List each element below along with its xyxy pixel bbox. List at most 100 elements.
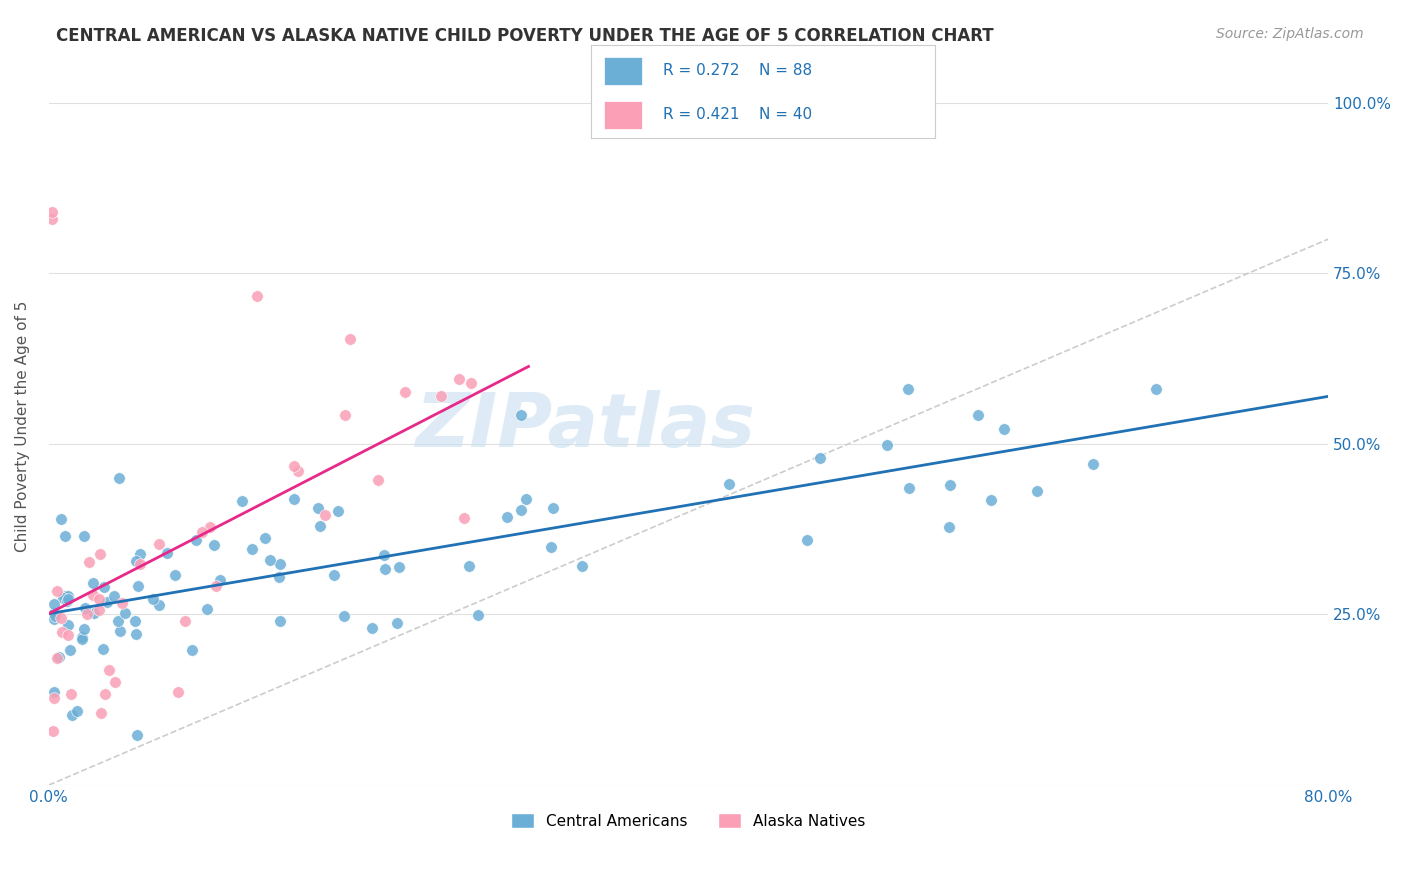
- Point: [186, 533, 208, 547]
- Point: [876, 438, 898, 452]
- Point: [94, 687, 117, 701]
- Point: [83, 606, 105, 620]
- Point: [108, 624, 131, 638]
- Point: [77, 555, 100, 569]
- Point: [374, 561, 396, 575]
- Point: [51, 624, 73, 639]
- Point: [515, 492, 537, 507]
- Point: [269, 614, 291, 628]
- Point: [267, 570, 290, 584]
- Point: [51, 512, 73, 526]
- Point: [388, 560, 411, 574]
- Point: [1083, 457, 1105, 471]
- Point: [89, 603, 111, 617]
- Point: [124, 615, 146, 629]
- Point: [42, 690, 65, 705]
- Point: [453, 510, 475, 524]
- Point: [56, 627, 79, 641]
- Point: [108, 471, 131, 485]
- Point: [191, 524, 214, 539]
- Point: [82, 576, 104, 591]
- Point: [91, 641, 114, 656]
- Point: [70, 630, 93, 644]
- Point: [460, 376, 482, 390]
- Point: [148, 598, 170, 612]
- Point: [200, 520, 222, 534]
- Point: [253, 531, 276, 545]
- Point: [125, 553, 148, 567]
- Point: [394, 385, 416, 400]
- Point: [87, 591, 110, 606]
- Point: [53, 589, 76, 603]
- Point: [509, 502, 531, 516]
- Point: [1025, 484, 1047, 499]
- Point: [48, 650, 70, 665]
- Point: [58, 589, 80, 603]
- Point: [430, 389, 453, 403]
- Point: [165, 568, 187, 582]
- Point: [89, 547, 111, 561]
- Text: Source: ZipAtlas.com: Source: ZipAtlas.com: [1216, 27, 1364, 41]
- Point: [540, 540, 562, 554]
- Point: [125, 627, 148, 641]
- Point: [205, 579, 228, 593]
- FancyBboxPatch shape: [605, 101, 643, 129]
- Point: [72, 528, 94, 542]
- Point: [66, 704, 89, 718]
- Point: [571, 559, 593, 574]
- Text: CENTRAL AMERICAN VS ALASKA NATIVE CHILD POVERTY UNDER THE AGE OF 5 CORRELATION C: CENTRAL AMERICAN VS ALASKA NATIVE CHILD …: [56, 27, 994, 45]
- Point: [82, 588, 104, 602]
- Point: [93, 580, 115, 594]
- Point: [148, 537, 170, 551]
- Point: [467, 607, 489, 622]
- Y-axis label: Child Poverty Under the Age of 5: Child Poverty Under the Age of 5: [15, 301, 30, 552]
- Point: [307, 500, 329, 515]
- Point: [718, 476, 741, 491]
- Point: [104, 675, 127, 690]
- Point: [195, 602, 218, 616]
- Point: [90, 706, 112, 720]
- Point: [114, 606, 136, 620]
- Point: [283, 458, 305, 473]
- Point: [447, 372, 470, 386]
- Point: [42, 685, 65, 699]
- Point: [103, 590, 125, 604]
- Legend: Central Americans, Alaska Natives: Central Americans, Alaska Natives: [505, 806, 872, 835]
- Point: [59, 642, 82, 657]
- Point: [167, 684, 190, 698]
- Point: [53, 529, 76, 543]
- Point: [246, 289, 269, 303]
- Point: [59, 687, 82, 701]
- Point: [967, 408, 990, 422]
- Point: [52, 591, 75, 606]
- Point: [314, 508, 336, 522]
- Point: [46, 650, 69, 665]
- Point: [111, 596, 134, 610]
- Point: [496, 510, 519, 524]
- Point: [156, 546, 179, 560]
- Point: [373, 549, 395, 563]
- Point: [125, 728, 148, 742]
- Point: [42, 606, 65, 620]
- Point: [41, 211, 63, 226]
- Point: [333, 608, 356, 623]
- Point: [44, 612, 66, 626]
- Point: [209, 574, 232, 588]
- Point: [49, 611, 72, 625]
- Point: [541, 500, 564, 515]
- Point: [308, 518, 330, 533]
- Point: [128, 578, 150, 592]
- Point: [107, 615, 129, 629]
- Point: [58, 591, 80, 606]
- Point: [173, 614, 195, 628]
- Point: [259, 553, 281, 567]
- Point: [240, 541, 263, 556]
- Point: [326, 504, 349, 518]
- Point: [458, 559, 481, 574]
- Point: [142, 592, 165, 607]
- Point: [46, 584, 69, 599]
- Point: [56, 618, 79, 632]
- Point: [73, 601, 96, 615]
- Point: [339, 332, 361, 346]
- Point: [938, 478, 960, 492]
